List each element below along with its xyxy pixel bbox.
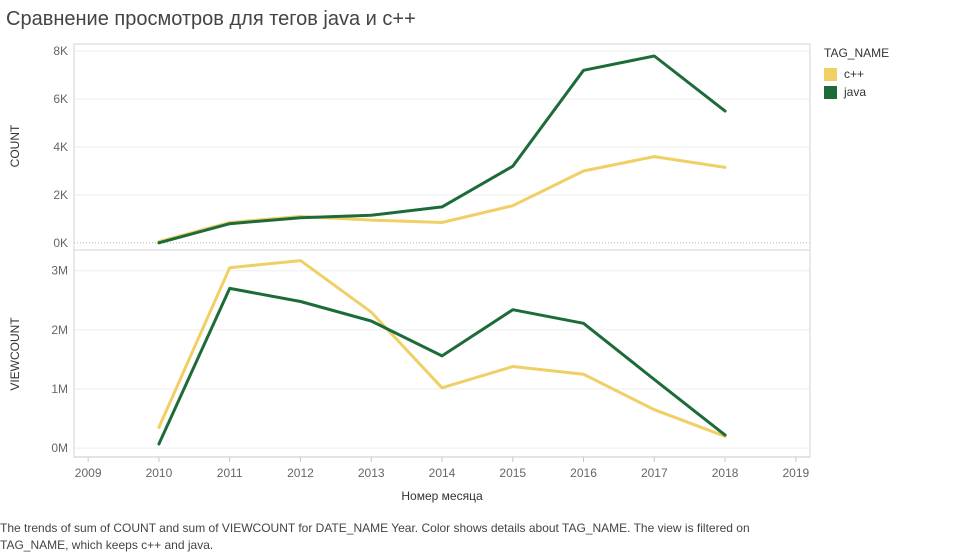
x-axis-title: Номер месяца [401,489,483,503]
x-tick-label: 2017 [641,466,668,480]
series-line-java[interactable] [157,54,727,245]
y-tick-label: 6K [53,92,68,106]
x-tick-label: 2016 [570,466,597,480]
x-tick-label: 2019 [782,466,809,480]
y-tick-label: 0M [51,441,68,455]
x-tick-label: 2014 [429,466,456,480]
y-tick-label: 2K [53,188,68,202]
x-tick-label: 2012 [287,466,314,480]
y-tick-label: 0K [53,236,68,250]
x-tick-label: 2015 [499,466,526,480]
y-tick-label: 4K [53,140,68,154]
y-axis-title-viewcount: VIEWCOUNT [8,317,22,391]
chart-title: Сравнение просмотров для тегов java и c+… [6,8,416,30]
x-tick-label: 2013 [358,466,385,480]
y-axis-title-count: COUNT [8,124,22,167]
legend-item-java[interactable]: java [824,83,889,101]
legend-label-cpp: c++ [844,67,865,81]
x-tick-label: 2018 [712,466,739,480]
legend-item-cpp[interactable]: c++ [824,65,889,83]
chart-caption: The trends of sum of COUNT and sum of VI… [0,521,750,552]
legend-label-java: java [844,85,867,99]
y-tick-label: 8K [53,44,68,58]
legend-swatch-java [824,85,837,99]
y-tick-label: 1M [51,382,68,396]
x-tick-label: 2009 [75,466,102,480]
series-line-java[interactable] [157,286,727,446]
x-tick-label: 2010 [146,466,173,480]
x-tick-label: 2011 [217,466,243,480]
legend: TAG_NAME c++ java [824,46,889,101]
y-tick-label: 2M [51,323,68,337]
y-tick-label: 3M [51,264,68,278]
series-line-cpp[interactable] [157,259,727,438]
legend-swatch-cpp [824,67,837,81]
legend-title: TAG_NAME [824,46,890,60]
series-line-cpp[interactable] [157,155,727,244]
